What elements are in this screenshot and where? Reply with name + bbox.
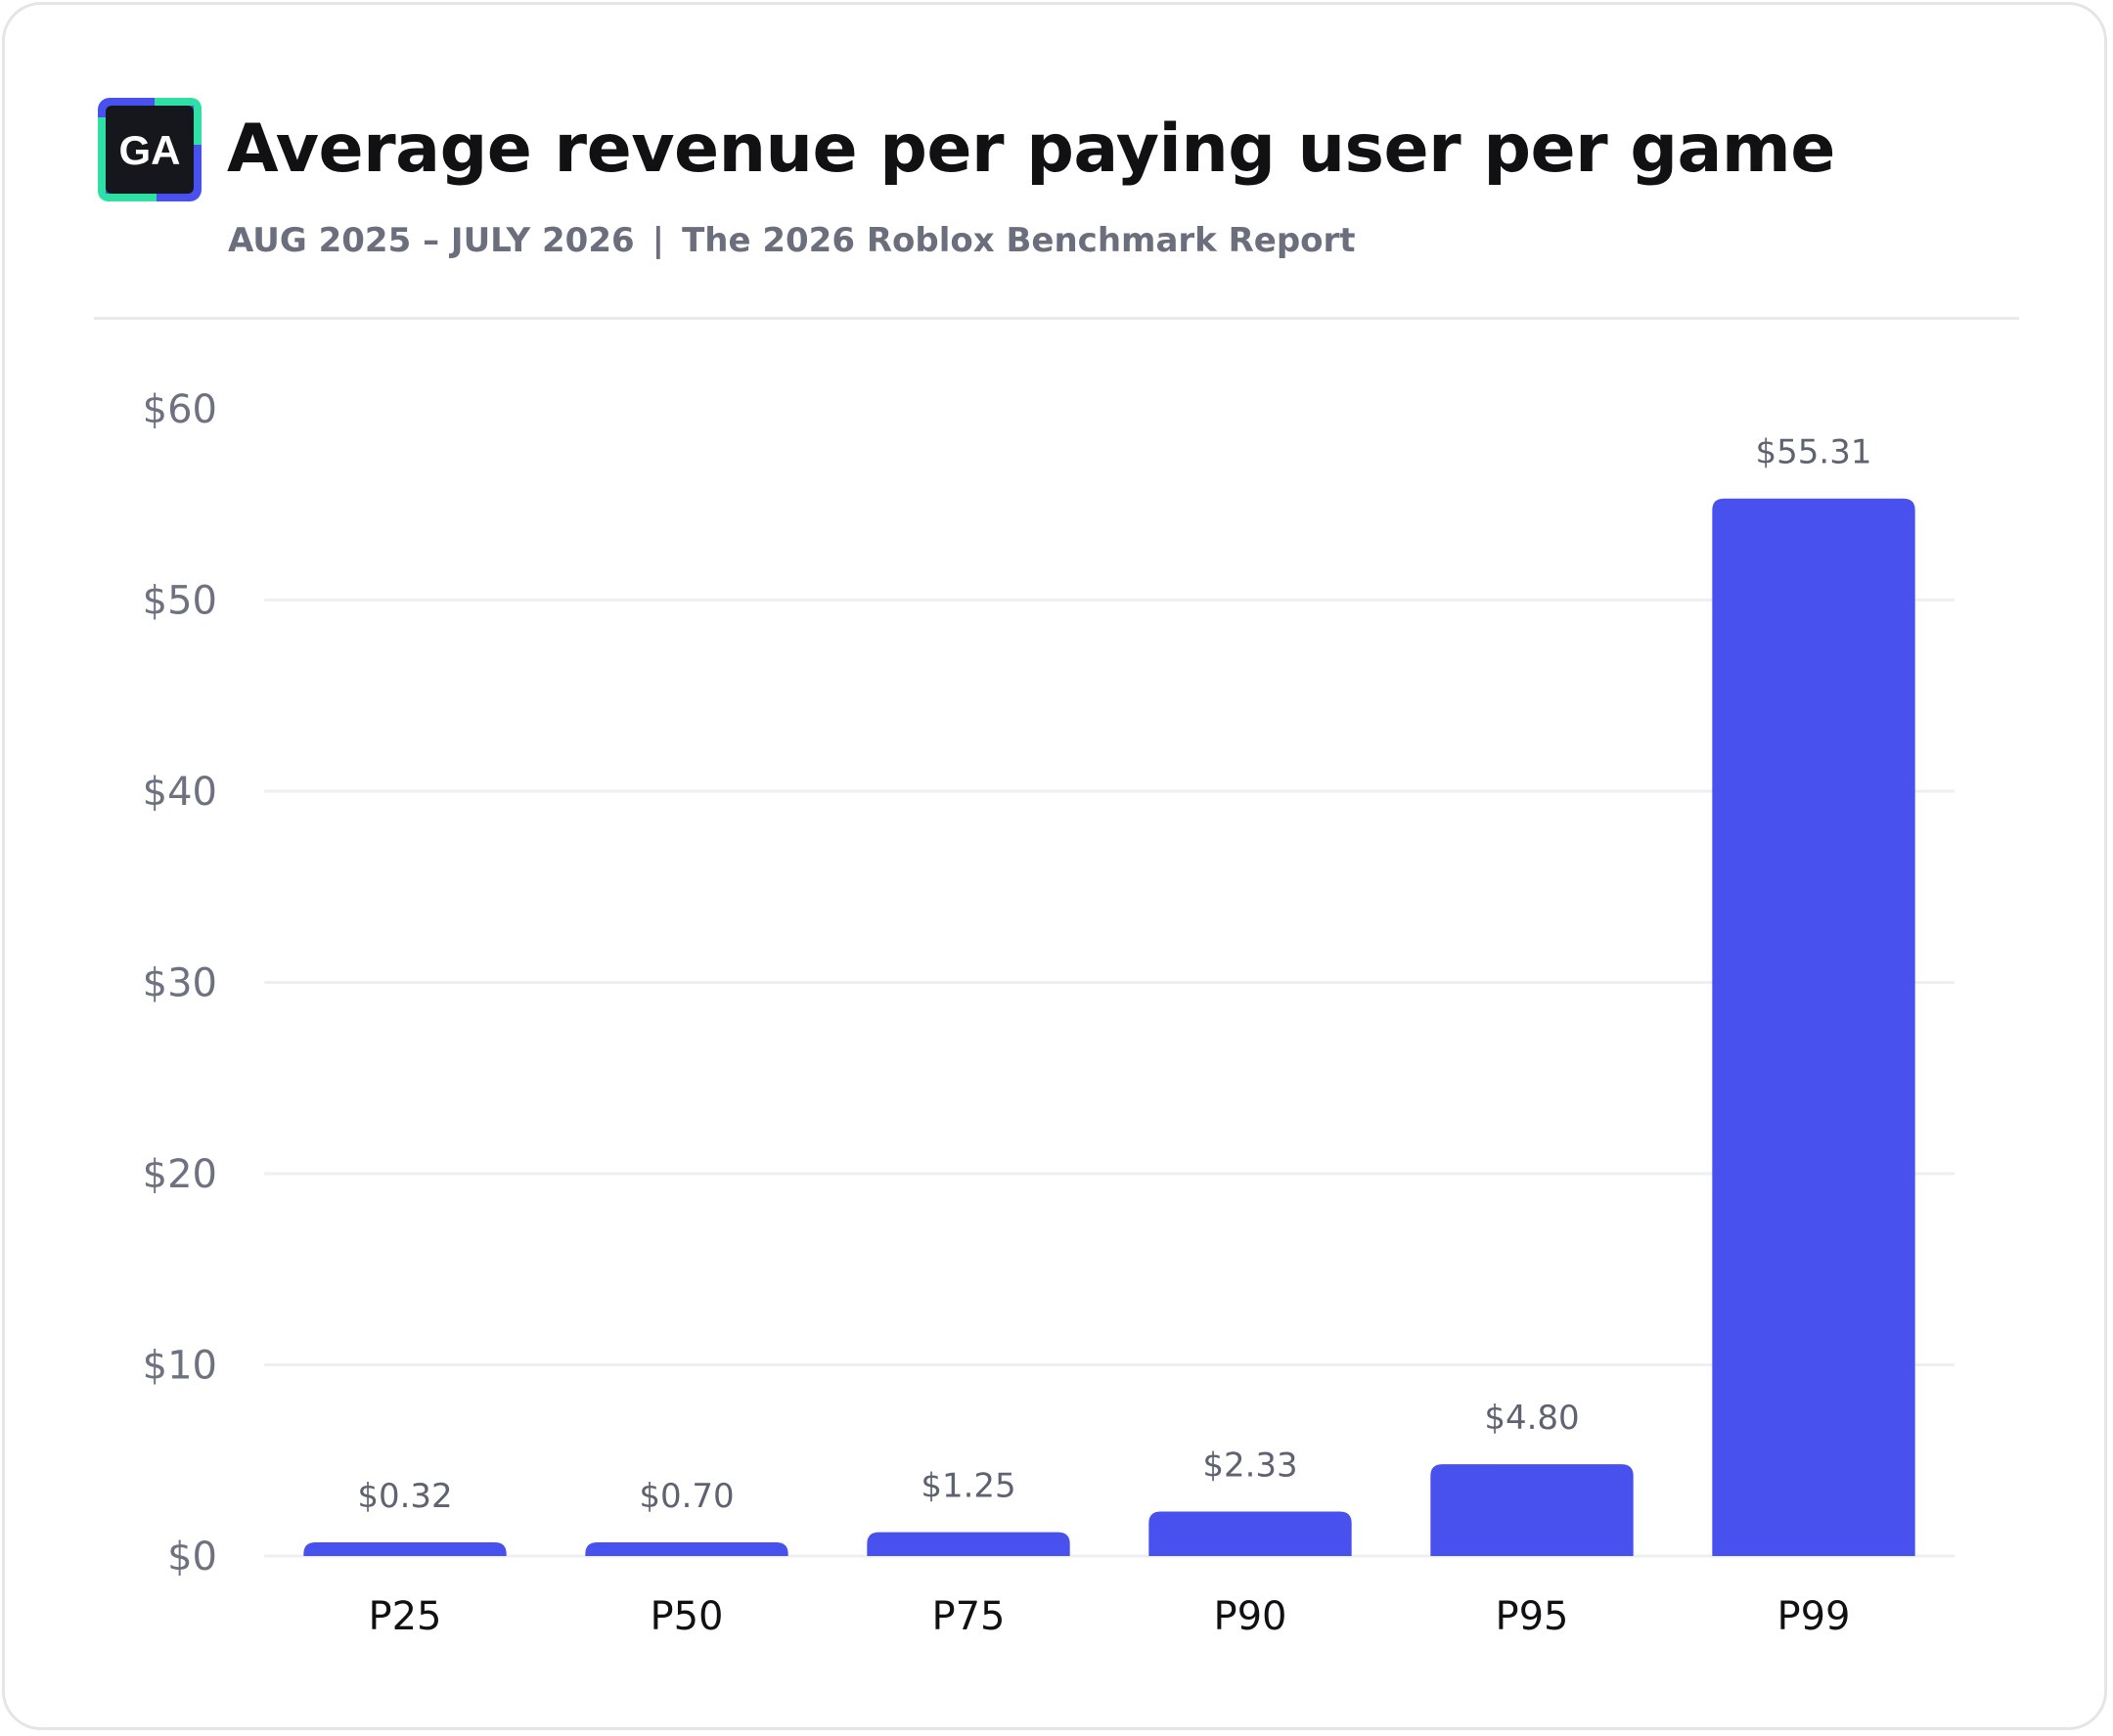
logo-inner: [106, 106, 194, 194]
report-label: The 2026 Roblox Benchmark Report: [682, 221, 1356, 260]
data-label: $2.33: [1202, 1446, 1297, 1485]
data-labels: $0.32 $0.70 $1.25 $2.33 $4.80 $55.31: [357, 433, 1871, 1516]
bar-p95[interactable]: [1430, 1464, 1634, 1556]
data-label: $0.70: [639, 1477, 734, 1516]
data-label: $0.32: [357, 1477, 452, 1516]
y-tick-label: $60: [143, 387, 217, 432]
ga-logo-icon: GA: [98, 98, 202, 201]
chart-subtitle: AUG 2025 – JULY 2026 | The 2026 Roblox Ben…: [228, 217, 1356, 264]
x-tick-label: P75: [931, 1594, 1005, 1639]
x-tick-label: P90: [1213, 1594, 1286, 1639]
data-label: $55.31: [1756, 433, 1872, 472]
chart-title: Average revenue per paying user per game: [227, 111, 1835, 188]
logo-frame-green-bottom: [98, 117, 157, 201]
y-tick-label: $0: [167, 1535, 217, 1580]
gridlines: [264, 599, 1955, 1558]
data-label: $1.25: [921, 1467, 1015, 1506]
x-tick-label: P25: [368, 1594, 441, 1639]
x-axis: P25 P50 P75 P90 P95 P99: [368, 1594, 1850, 1639]
y-tick-label: $20: [143, 1152, 217, 1197]
bar-p75[interactable]: [867, 1532, 1070, 1556]
logo-text: GA: [119, 127, 181, 173]
bars: [303, 498, 1915, 1557]
y-tick-label: $30: [143, 961, 217, 1006]
bar-p25[interactable]: [303, 1542, 507, 1556]
y-axis: $0 $10 $20 $30 $40 $50 $60: [143, 387, 217, 1580]
subtitle-separator: |: [652, 221, 665, 260]
bar-p90[interactable]: [1148, 1511, 1352, 1556]
y-tick-label: $50: [143, 579, 217, 624]
period-label: AUG 2025 – JULY 2026: [228, 221, 635, 260]
x-tick-label: P95: [1495, 1594, 1568, 1639]
bar-p99[interactable]: [1712, 498, 1915, 1557]
y-tick-label: $10: [143, 1344, 217, 1389]
x-tick-label: P99: [1776, 1594, 1850, 1639]
x-tick-label: P50: [650, 1594, 723, 1639]
data-label: $4.80: [1484, 1399, 1579, 1438]
logo-frame-green-top: [155, 98, 202, 145]
y-tick-label: $40: [143, 770, 217, 815]
bar-p50[interactable]: [585, 1542, 788, 1556]
header-divider: [94, 317, 2019, 320]
